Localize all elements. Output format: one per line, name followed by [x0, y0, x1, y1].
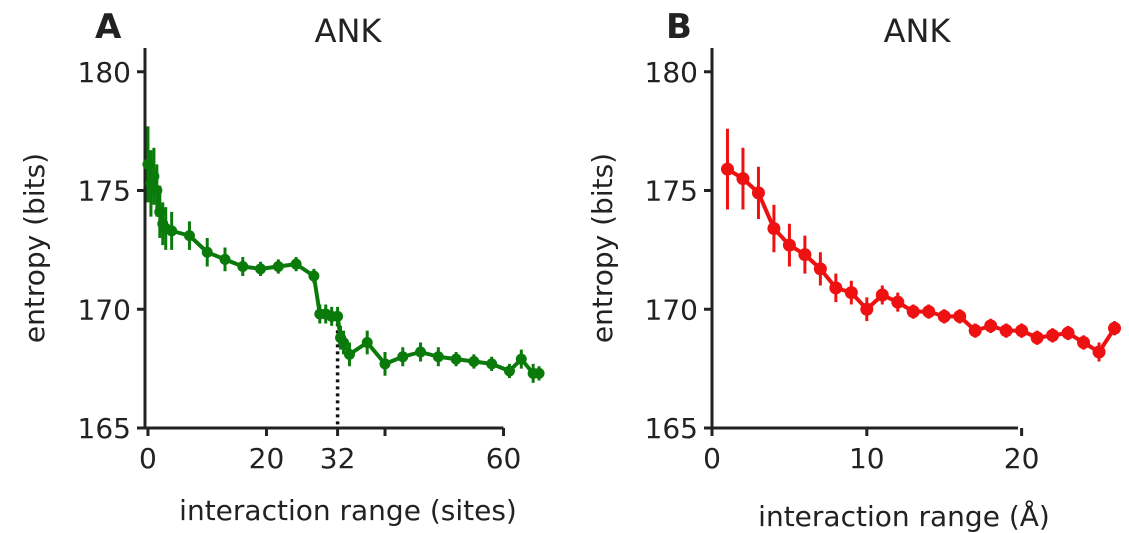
panel-a-ytick-label: 180	[78, 56, 131, 89]
panel-b-xtick-label: 10	[849, 442, 885, 475]
panel-a-ytick-label: 170	[78, 293, 131, 326]
panel-a-data-point	[219, 253, 231, 265]
panel-b-data-point	[1092, 345, 1106, 359]
panel-b-data-point	[953, 309, 967, 323]
panel-b-data-point	[736, 172, 750, 186]
panel-b-ytick-label: 165	[645, 412, 698, 445]
panel-b-data-point	[937, 309, 951, 323]
panel-a-ytick-label: 165	[78, 412, 131, 445]
panel-a-data-point	[450, 353, 462, 365]
panel-b-data-point	[844, 286, 858, 300]
panel-a-data-point	[308, 270, 320, 282]
panel-b-data-point	[751, 186, 765, 200]
panel-a-title: ANK	[315, 12, 383, 50]
panel-a-plot: 165 170 175 180 0 20 32 60	[78, 48, 545, 475]
panel-a-xlabel: interaction range (sites)	[179, 494, 517, 527]
panel-a-data-point	[503, 365, 515, 377]
panel-a-data-point	[432, 351, 444, 363]
panel-a-data-point	[468, 356, 480, 367]
panel-b-xtick-label: 20	[1004, 442, 1040, 475]
panel-a-data-point	[290, 258, 302, 270]
panel-a-data-point	[201, 246, 213, 258]
panel-a-data-point	[361, 337, 373, 348]
panel-b-data-point	[782, 238, 796, 252]
panel-a-xtick-label: 20	[249, 442, 285, 475]
panel-a-data-point	[237, 261, 249, 272]
panel-b-data-point	[1061, 326, 1075, 340]
panel-b-ylabel: entropy (bits)	[586, 153, 619, 343]
panel-b-data-point	[1015, 324, 1029, 338]
panel-a-xtick-label: 32	[320, 442, 356, 475]
panel-b-series-line	[726, 167, 1117, 354]
panel-a-data-point	[166, 225, 178, 237]
panel-b-ytick-label: 180	[645, 56, 698, 89]
panel-b-data-point	[767, 222, 781, 235]
panel-a-ytick-label: 175	[78, 175, 131, 208]
panel-a-data-point	[343, 348, 355, 360]
panel-b-data-point	[1108, 321, 1122, 335]
panel-b-data-point	[720, 162, 734, 176]
panel-a-data-point	[415, 346, 427, 358]
panel-b-data-point	[829, 281, 843, 295]
panel-a-data-point	[533, 367, 545, 379]
panel-a-data-point	[183, 230, 195, 242]
panel-a-data-point	[338, 337, 350, 348]
panel-a-ylabel: entropy (bits)	[18, 153, 51, 343]
panel-b-data-point	[1077, 336, 1091, 349]
panel-b-plot: 165 170 175 180 0 10 20	[645, 48, 1122, 475]
panel-a-data-point	[486, 358, 498, 370]
panel-letter-b: B	[666, 7, 692, 47]
panel-b-data-point	[1046, 328, 1060, 342]
panel-a-data-point	[515, 353, 527, 365]
panel-b-data-point	[984, 319, 998, 333]
panel-b-title: ANK	[884, 12, 952, 50]
panel-b-data-point	[968, 324, 982, 338]
panel-b-data-point	[906, 305, 920, 319]
panel-a-data-point	[332, 310, 344, 322]
panel-a-data-point	[255, 263, 267, 275]
panel-a-xtick-label: 60	[486, 442, 522, 475]
panel-a-data-point	[397, 351, 409, 363]
panel-a-xtick-label: 0	[139, 442, 157, 475]
panel-b-data-point	[891, 295, 905, 309]
panel-b-data-point	[922, 305, 936, 319]
panel-a-data-point	[272, 261, 284, 272]
panel-b-xtick-label: 0	[703, 442, 721, 475]
panel-b-xlabel: interaction range (Å)	[758, 499, 1050, 533]
panel-b-data-point	[798, 248, 812, 262]
panel-letter-a: A	[95, 7, 122, 47]
panel-b-data-point	[1030, 331, 1044, 345]
panel-b-data-point	[813, 262, 827, 276]
panel-b-data-point	[860, 302, 874, 316]
panel-b-ytick-label: 170	[645, 293, 698, 326]
panel-a-data-point	[379, 358, 391, 370]
panel-b-ytick-label: 175	[645, 175, 698, 208]
panel-b-data-point	[999, 324, 1013, 338]
panel-b-data-point	[875, 288, 889, 302]
